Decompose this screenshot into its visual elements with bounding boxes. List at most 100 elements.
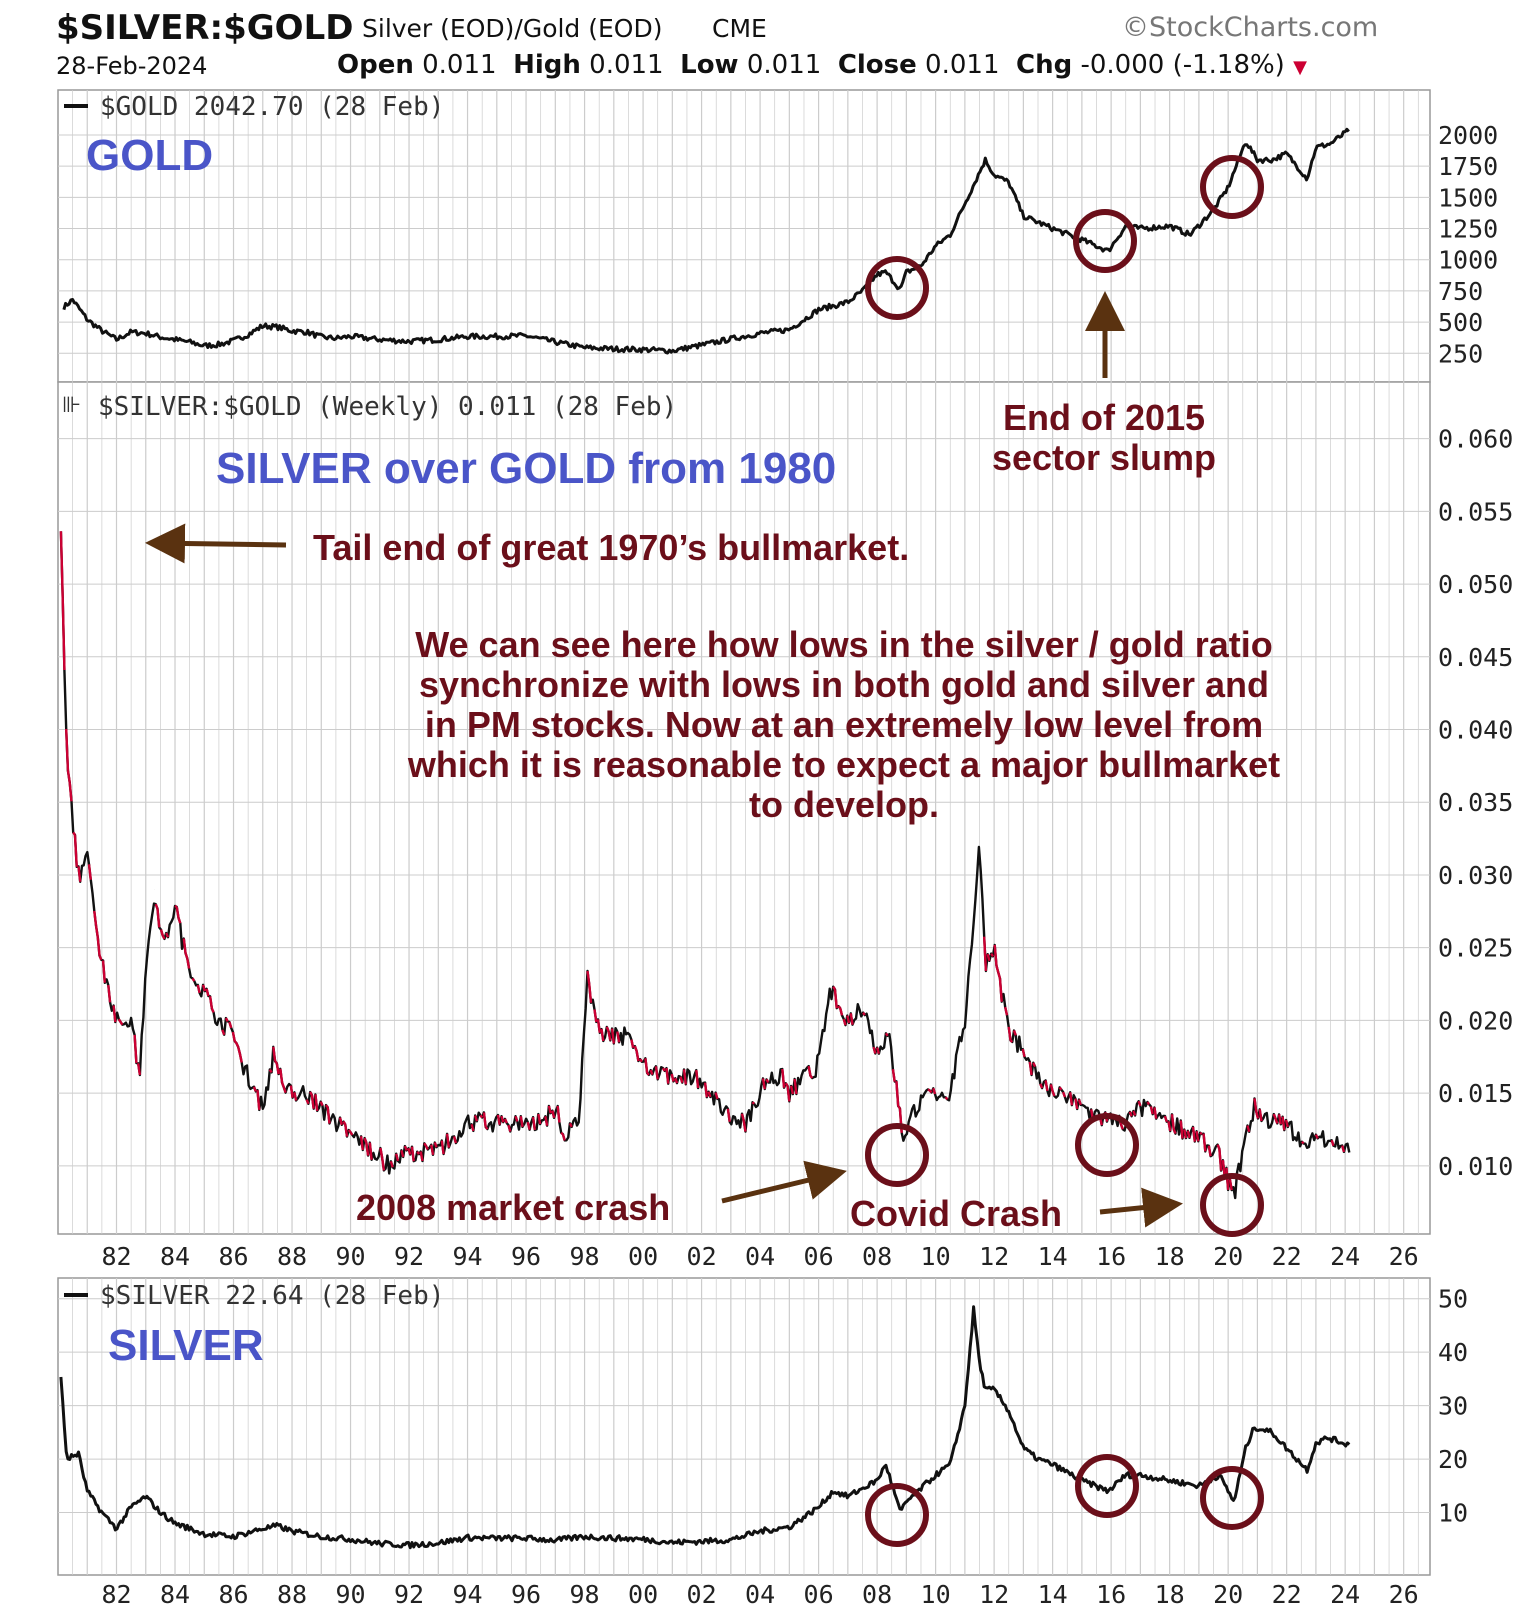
chg-label: Chg [1016, 50, 1073, 80]
x-tick-label: 84 [160, 1242, 190, 1271]
down-bar [191, 977, 196, 982]
tail-end-note: Tail end of great 1970’s bullmarket. [313, 527, 909, 568]
down-bar [809, 1074, 814, 1079]
down-bar [231, 1031, 236, 1042]
down-bar [670, 1073, 675, 1082]
y-tick-label: 0.060 [1438, 425, 1513, 454]
high-label: High [513, 50, 581, 80]
down-bar [544, 1116, 549, 1126]
x-tick-label: 14 [1038, 1242, 1068, 1271]
ratio-legend: $SILVER:$GOLD (Weekly) 0.011 (28 Feb) [98, 392, 677, 422]
gold-legend: $GOLD 2042.70 (28 Feb) [100, 92, 444, 122]
down-bar [695, 1070, 700, 1089]
down-bar [64, 728, 70, 771]
high-value: 0.011 [589, 50, 664, 80]
exchange-label: CME [712, 14, 767, 43]
down-bar [1044, 1080, 1049, 1092]
down-bar [326, 1107, 331, 1124]
down-bar [419, 1151, 424, 1162]
down-bar [839, 1007, 844, 1016]
down-bar [282, 1086, 287, 1093]
gold-low-circle-2015 [1073, 209, 1137, 273]
down-bar [661, 1067, 666, 1072]
main-note: We can see here how lows in the silver /… [407, 624, 1280, 825]
down-bar [338, 1117, 343, 1126]
x-tick-label: 16 [1096, 1580, 1126, 1609]
y-tick-label: 0.030 [1438, 861, 1513, 890]
x-tick-label: 20 [1213, 1580, 1243, 1609]
down-bar [289, 1085, 294, 1098]
y-tick-label: 750 [1438, 277, 1483, 306]
down-bar [610, 1028, 616, 1044]
down-bar [1007, 1026, 1012, 1041]
down-bar [107, 985, 112, 1003]
x-tick-label: 02 [687, 1242, 717, 1271]
down-bar [98, 955, 103, 961]
y-tick-label: 20 [1438, 1445, 1468, 1474]
y-tick-label: 1500 [1438, 183, 1498, 212]
down-bar [1149, 1106, 1154, 1115]
covid-crash-arrow [1099, 1187, 1183, 1228]
down-bar [201, 984, 207, 992]
down-bar [452, 1136, 458, 1144]
down-bar [531, 1116, 537, 1131]
down-bar [742, 1120, 747, 1132]
down-bar [932, 1087, 937, 1095]
down-bar [891, 1069, 896, 1082]
down-bar [654, 1066, 659, 1080]
down-bar [210, 1008, 215, 1013]
down-bar [514, 1115, 519, 1122]
down-bar [586, 970, 591, 985]
down-bar [842, 1018, 847, 1026]
down-bar [560, 1131, 564, 1136]
down-bar [1255, 1111, 1260, 1119]
down-bar [1179, 1120, 1184, 1139]
y-tick-label: 0.045 [1438, 643, 1513, 672]
down-bar [1272, 1113, 1277, 1120]
down-bar [379, 1147, 384, 1158]
x-tick-label: 08 [862, 1580, 892, 1609]
down-bar [268, 1068, 273, 1073]
down-bar [1119, 1124, 1124, 1130]
x-tick-label: 90 [335, 1242, 365, 1271]
down-bar [363, 1137, 368, 1143]
down-bar [526, 1121, 531, 1130]
x-tick-label: 88 [277, 1242, 307, 1271]
down-bar [424, 1145, 429, 1150]
down-bar [205, 988, 210, 997]
y-tick-label: 1250 [1438, 215, 1498, 244]
down-bar [423, 1142, 428, 1147]
down-bar [998, 978, 1003, 1002]
down-bar [274, 1060, 278, 1065]
down-bar [196, 984, 201, 994]
x-tick-label: 24 [1330, 1242, 1360, 1271]
down-bar [87, 864, 92, 880]
down-bar [507, 1124, 512, 1132]
gold-panel-title: GOLD [86, 131, 213, 180]
close-value: 0.011 [925, 50, 1000, 80]
down-bar [474, 1115, 479, 1122]
x-tick-label: 22 [1272, 1580, 1302, 1609]
down-bar [547, 1105, 552, 1114]
down-bar [986, 953, 991, 962]
down-bar [846, 1015, 851, 1024]
down-bar [228, 1021, 233, 1029]
y-tick-label: 0.050 [1438, 570, 1513, 599]
down-bar [256, 1090, 261, 1110]
x-tick-label: 88 [277, 1580, 307, 1609]
down-bar [990, 952, 994, 958]
down-bar [101, 960, 107, 983]
down-bar [607, 1031, 612, 1041]
down-bar [66, 770, 71, 783]
x-tick-label: 98 [570, 1242, 600, 1271]
down-bar [1207, 1145, 1212, 1157]
down-bar [679, 1076, 684, 1083]
y-tick-label: 40 [1438, 1338, 1468, 1367]
y-tick-label: 2000 [1438, 121, 1498, 150]
down-bar [1074, 1098, 1079, 1110]
x-tick-label: 04 [745, 1242, 775, 1271]
down-bar [68, 782, 73, 802]
down-bar [235, 1042, 240, 1048]
x-tick-label: 86 [218, 1580, 248, 1609]
down-bar [275, 1063, 280, 1075]
